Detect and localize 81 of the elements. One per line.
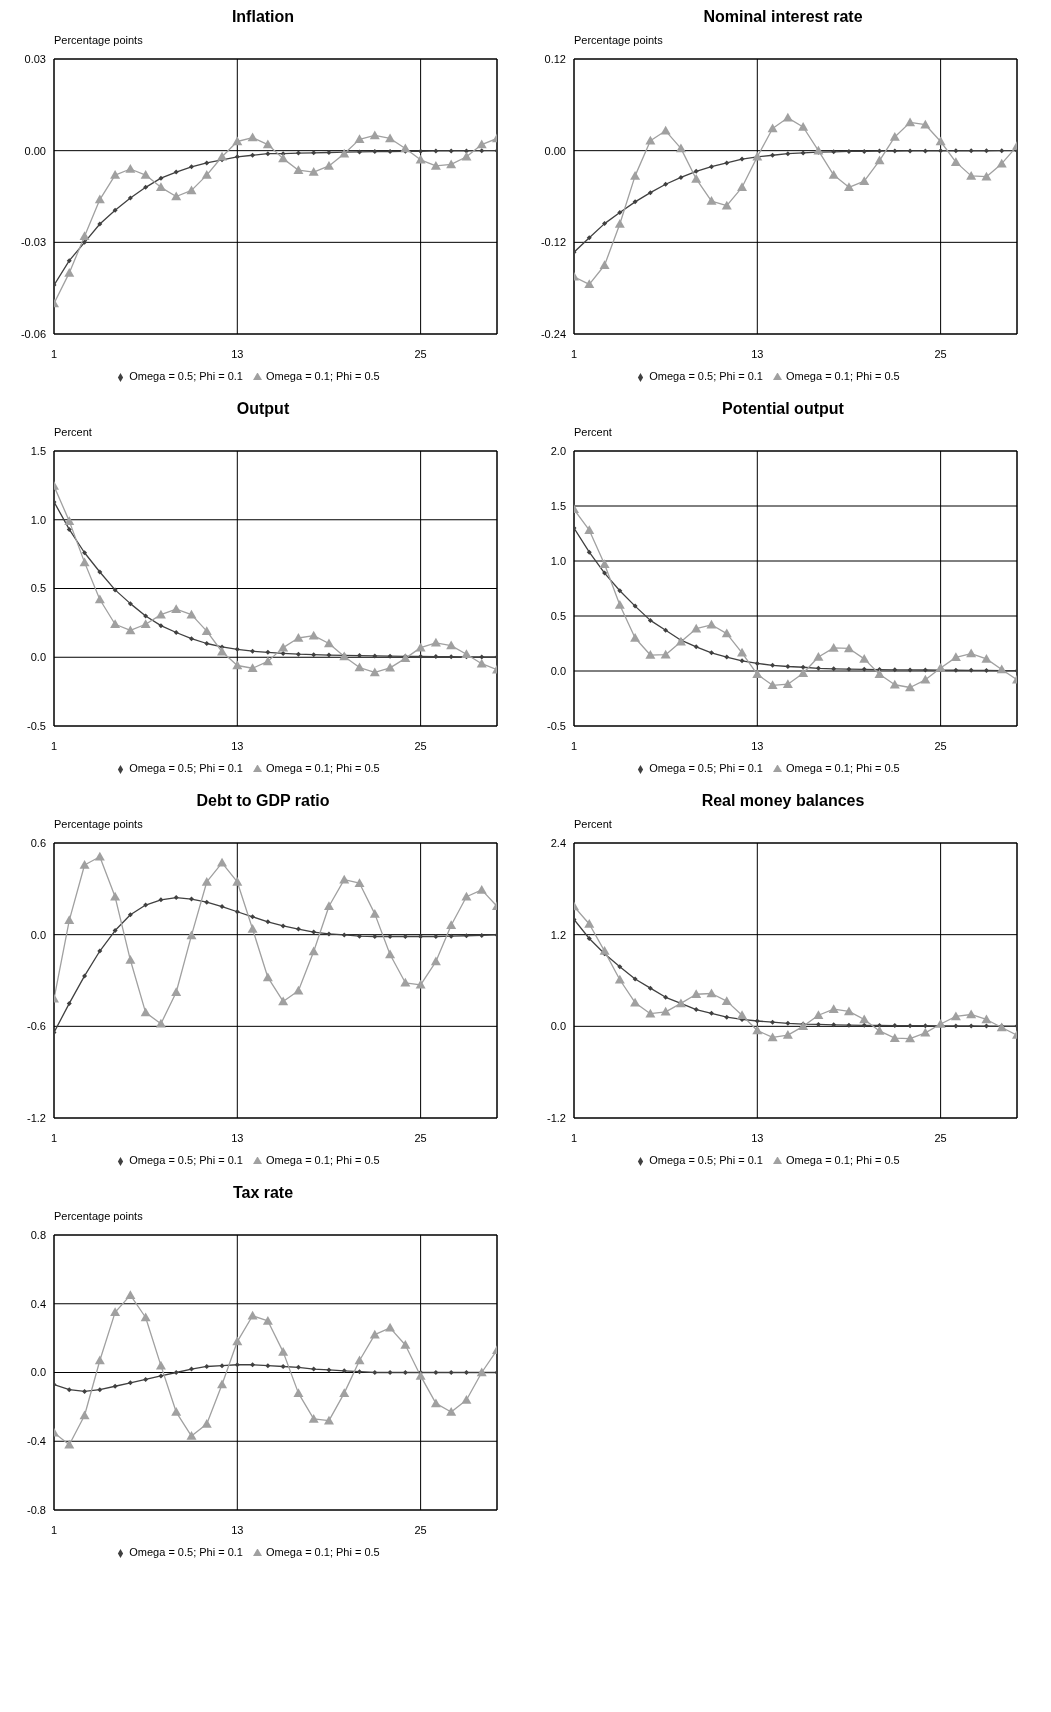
- x-tick-label: 25: [414, 347, 427, 360]
- x-tick-label: 25: [414, 1131, 427, 1144]
- x-tick-label: 1: [50, 739, 58, 752]
- x-tick-label: 13: [231, 1523, 244, 1536]
- x-tick-label: 13: [751, 1131, 764, 1144]
- y-tick-label: 0.0: [550, 1020, 566, 1033]
- chart-title: Inflation: [230, 8, 296, 26]
- y-tick-label: 0.6: [30, 836, 46, 849]
- y-tick-label: 0.00: [24, 144, 46, 157]
- x-tick-label: 1: [570, 347, 578, 360]
- y-tick-label: 1.5: [550, 499, 566, 512]
- y-tick-label: 2.4: [550, 836, 566, 849]
- x-tick-label: 1: [50, 347, 58, 360]
- x-tick-label: 13: [751, 347, 764, 360]
- x-tick-label: 13: [231, 347, 244, 360]
- legend-label: Omega = 0.5; Phi = 0.1: [129, 370, 243, 382]
- y-tick-label: 0.4: [30, 1297, 46, 1310]
- y-tick-label: 1.5: [30, 444, 46, 457]
- legend-label: Omega = 0.1; Phi = 0.5: [266, 1546, 380, 1558]
- legend-label: Omega = 0.1; Phi = 0.5: [266, 762, 380, 774]
- y-tick-label: 1.0: [550, 554, 566, 567]
- legend-label: Omega = 0.5; Phi = 0.1: [649, 762, 763, 774]
- y-axis-title: Percent: [54, 426, 93, 438]
- y-axis-title: Percentage points: [54, 818, 144, 830]
- x-tick-label: 25: [934, 739, 947, 752]
- y-tick-label: -1.2: [27, 1111, 46, 1124]
- x-tick-label: 1: [50, 1131, 58, 1144]
- legend-label: Omega = 0.5; Phi = 0.1: [129, 762, 243, 774]
- y-tick-label: 0.5: [550, 609, 566, 622]
- y-tick-label: 2.0: [550, 444, 566, 457]
- x-tick-label: 25: [934, 1131, 947, 1144]
- y-tick-label: 0.03: [24, 52, 46, 65]
- y-axis-title: Percent: [574, 818, 613, 830]
- y-axis-title: Percentage points: [574, 34, 664, 46]
- x-tick-label: 25: [934, 347, 947, 360]
- x-tick-label: 1: [50, 1523, 58, 1536]
- y-tick-label: -0.4: [27, 1435, 46, 1448]
- chart-title: Output: [235, 400, 291, 418]
- legend-label: Omega = 0.1; Phi = 0.5: [786, 1154, 900, 1166]
- y-tick-label: 0.00: [544, 144, 566, 157]
- y-tick-label: -0.8: [27, 1503, 46, 1516]
- y-tick-label: 1.0: [30, 513, 46, 526]
- chart-title: Debt to GDP ratio: [195, 792, 331, 810]
- x-tick-label: 13: [231, 739, 244, 752]
- x-tick-label: 1: [570, 1131, 578, 1144]
- y-tick-label: 0.0: [30, 1366, 46, 1379]
- y-tick-label: 1.2: [550, 928, 566, 941]
- x-tick-label: 13: [751, 739, 764, 752]
- legend-label: Omega = 0.5; Phi = 0.1: [649, 1154, 763, 1166]
- y-tick-label: 0.0: [30, 651, 46, 664]
- x-tick-label: 13: [231, 1131, 244, 1144]
- y-tick-label: 0.8: [30, 1228, 46, 1241]
- y-tick-label: -0.03: [20, 236, 46, 249]
- legend-label: Omega = 0.1; Phi = 0.5: [266, 370, 380, 382]
- y-axis-title: Percent: [574, 426, 613, 438]
- y-tick-label: 0.5: [30, 582, 46, 595]
- x-tick-label: 1: [570, 739, 578, 752]
- y-tick-label: -0.5: [27, 719, 46, 732]
- legend-label: Omega = 0.1; Phi = 0.5: [786, 762, 900, 774]
- chart-title: Nominal interest rate: [702, 8, 864, 26]
- legend-label: Omega = 0.5; Phi = 0.1: [649, 370, 763, 382]
- y-tick-label: -0.24: [540, 327, 566, 340]
- legend-label: Omega = 0.1; Phi = 0.5: [266, 1154, 380, 1166]
- y-tick-label: -0.06: [20, 327, 46, 340]
- y-axis-title: Percentage points: [54, 34, 144, 46]
- y-tick-label: -0.5: [547, 719, 566, 732]
- x-tick-label: 25: [414, 1523, 427, 1536]
- x-tick-label: 25: [414, 739, 427, 752]
- legend-label: Omega = 0.1; Phi = 0.5: [786, 370, 900, 382]
- y-tick-label: -0.12: [540, 236, 566, 249]
- y-axis-title: Percentage points: [54, 1210, 144, 1222]
- y-tick-label: -1.2: [547, 1111, 566, 1124]
- y-tick-label: -0.6: [27, 1020, 46, 1033]
- chart-title: Tax rate: [231, 1184, 295, 1202]
- legend-label: Omega = 0.5; Phi = 0.1: [129, 1546, 243, 1558]
- legend-label: Omega = 0.5; Phi = 0.1: [129, 1154, 243, 1166]
- y-tick-label: 0.0: [550, 664, 566, 677]
- y-tick-label: 0.0: [30, 928, 46, 941]
- chart-title: Real money balances: [700, 792, 866, 810]
- y-tick-label: 0.12: [544, 52, 566, 65]
- chart-title: Potential output: [721, 400, 845, 418]
